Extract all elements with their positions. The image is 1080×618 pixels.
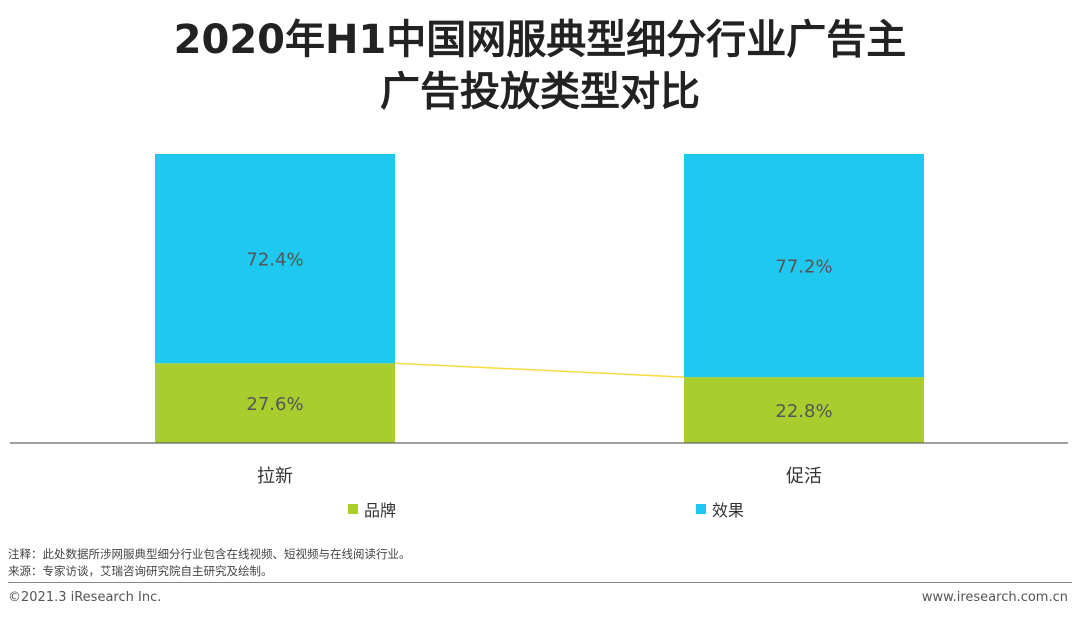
category-label-1: 促活	[786, 466, 822, 487]
chart-title-line1: 2020年H1中国网服典型细分行业广告主	[173, 17, 907, 63]
chart-note: 注释：此处数据所涉网服典型细分行业包含在线视频、短视频与在线阅读行业。	[8, 547, 411, 561]
stacked-bar-chart: 27.6% 72.4% 拉新 22.8% 77.2% 促活	[10, 154, 1068, 487]
data-label-performance-1: 77.2%	[775, 257, 832, 278]
legend-swatch-performance	[696, 504, 706, 514]
bar-brand-0	[155, 363, 395, 443]
legend-item-brand: 品牌	[348, 498, 396, 520]
category-label-0: 拉新	[257, 466, 293, 487]
legend-label-brand: 品牌	[364, 501, 397, 520]
data-label-brand-1: 22.8%	[775, 401, 832, 422]
bar-performance-0	[155, 154, 395, 364]
legend-label-performance: 效果	[712, 501, 745, 520]
series-connector-line	[394, 362, 685, 378]
legend-item-performance: 效果	[696, 498, 744, 520]
copyright: ©2021.3 iResearch Inc.	[8, 590, 162, 605]
data-label-performance-0: 72.4%	[246, 250, 303, 271]
chart-title: 2020年H1中国网服典型细分行业广告主 广告投放类型对比	[0, 14, 1080, 118]
bar-performance-1	[684, 154, 924, 378]
bar-brand-1	[684, 377, 924, 443]
chart-title-line2: 广告投放类型对比	[380, 69, 700, 115]
chart-source: 来源：专家访谈，艾瑞咨询研究院自主研究及绘制。	[8, 564, 273, 578]
footer-divider	[8, 582, 1072, 583]
data-label-brand-0: 27.6%	[246, 394, 303, 415]
legend-swatch-brand	[348, 504, 358, 514]
website-url: www.iresearch.com.cn	[921, 590, 1068, 605]
